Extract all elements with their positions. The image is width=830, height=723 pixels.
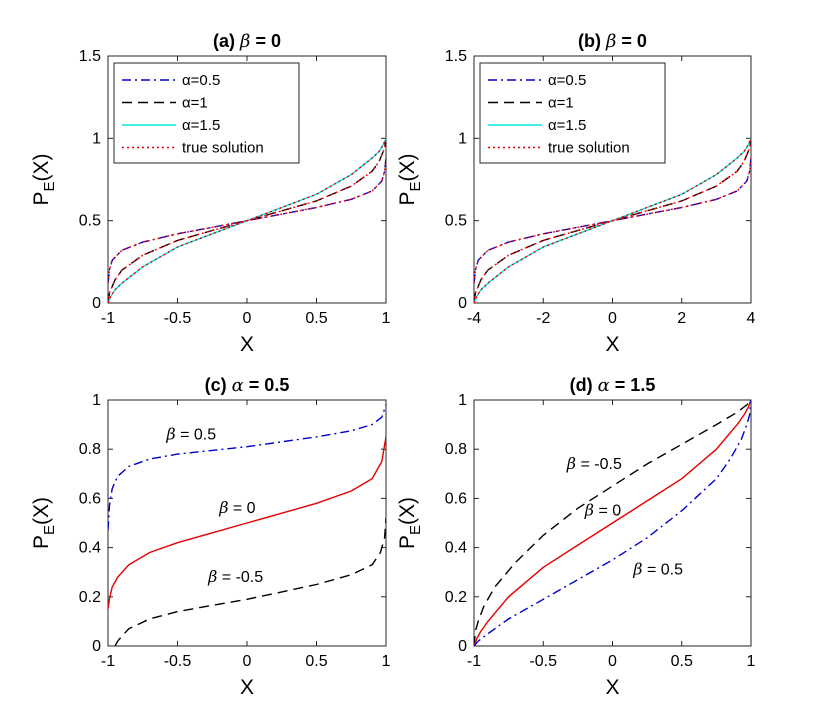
- series-line-d-1: [474, 400, 751, 646]
- y-tick-label: 0: [92, 295, 101, 312]
- y-tick-label: 1.5: [79, 48, 101, 65]
- y-tick-label: 0: [92, 638, 101, 655]
- series-line-c-2: [114, 518, 386, 646]
- panel-title: (c) α = 0.5: [205, 375, 290, 396]
- legend-label: α=1.5: [182, 117, 220, 134]
- annotation-label: β = 0: [584, 501, 621, 520]
- annotation-label: β = 0.5: [165, 424, 216, 443]
- x-axis-label: X: [240, 333, 254, 356]
- x-axis-label: X: [605, 333, 619, 356]
- series-line-c-1: [108, 436, 386, 610]
- y-axis-label: PE(X): [30, 497, 58, 549]
- x-tick-label: -0.5: [164, 310, 192, 327]
- x-axis-label: X: [605, 676, 619, 699]
- annotation-label: β = -0.5: [207, 567, 263, 586]
- legend: α=0.5 α=1 α=1.5 true solution: [479, 62, 666, 164]
- y-tick-label: 0.6: [79, 490, 101, 507]
- y-tick-label: 0.5: [445, 213, 467, 230]
- series-line-b-5: [474, 138, 751, 303]
- x-tick-label: 1: [382, 310, 391, 327]
- y-tick-label: 0: [458, 638, 467, 655]
- x-axis-label: X: [240, 676, 254, 699]
- panel-d: -1 -0.5 0 0.5 1 0 0.2 0.4 0.6 0.8 1 (d) α = 1.5 X PE(…: [396, 375, 756, 699]
- y-tick-label: 1: [92, 130, 101, 147]
- legend-label: true solution: [548, 140, 630, 157]
- annotation-label: β = 0: [218, 498, 255, 517]
- panel-title: (b) β = 0: [578, 31, 647, 52]
- y-axis-label: PE(X): [396, 497, 424, 549]
- x-tick-label: 2: [677, 310, 686, 327]
- series-line-d-0: [474, 400, 751, 646]
- legend-label: true solution: [182, 140, 264, 157]
- x-tick-label: 0.5: [305, 653, 327, 670]
- y-tick-label: 1: [458, 130, 467, 147]
- panel-c: -1 -0.5 0 0.5 1 0 0.2 0.4 0.6 0.8 1 (c) α = 0.5 X PE(…: [30, 375, 391, 699]
- x-tick-label: -0.5: [164, 653, 192, 670]
- y-tick-label: 0.2: [79, 589, 101, 606]
- series-line-a-5: [108, 138, 386, 303]
- x-tick-label: -1: [101, 653, 115, 670]
- series-line-d-2: [474, 400, 751, 646]
- panel-title: (a) β = 0: [213, 31, 281, 52]
- annotation-label: β = -0.5: [566, 454, 622, 473]
- legend: α=0.5 α=1 α=1.5 true solution: [113, 62, 300, 164]
- y-axis-label: PE(X): [396, 153, 424, 205]
- y-tick-label: 0: [458, 295, 467, 312]
- panel-b: -4 -2 0 2 400.511.5(b) β = 0XPE(X)α=0.5α=1α=…: [396, 31, 756, 356]
- y-tick-label: 0.6: [445, 490, 467, 507]
- y-tick-label: 0.4: [79, 540, 101, 557]
- x-tick-label: 0.5: [671, 653, 693, 670]
- series-group: [108, 138, 386, 303]
- legend-label: α=1: [548, 95, 574, 112]
- y-tick-label: 0.8: [79, 441, 101, 458]
- series-group: [108, 404, 386, 646]
- series-line-c-0: [108, 404, 386, 531]
- series-group: [474, 400, 751, 646]
- legend-label: α=0.5: [548, 72, 586, 89]
- legend-label: α=1.5: [548, 117, 586, 134]
- series-line-b-3: [474, 138, 751, 303]
- legend-label: α=0.5: [182, 72, 220, 89]
- panel-a: -1 -0.5 0 0.5 100.511.5(a) β = 0XPE(X)α=0.5α…: [30, 31, 391, 356]
- x-tick-label: -1: [101, 310, 115, 327]
- x-tick-label: 0: [243, 310, 252, 327]
- y-tick-label: 0.4: [445, 540, 467, 557]
- y-tick-label: 0.5: [79, 213, 101, 230]
- y-tick-label: 0.2: [445, 589, 467, 606]
- y-tick-label: 1: [458, 392, 467, 409]
- x-tick-label: -1: [467, 653, 481, 670]
- x-tick-label: 1: [382, 653, 391, 670]
- x-tick-label: 0: [608, 310, 617, 327]
- y-tick-label: 0.8: [445, 441, 467, 458]
- y-tick-label: 1: [92, 392, 101, 409]
- x-tick-label: 4: [747, 310, 756, 327]
- legend-label: α=1: [182, 95, 208, 112]
- x-tick-label: 0: [608, 653, 617, 670]
- series-group: [474, 138, 751, 303]
- y-axis-label: PE(X): [30, 153, 58, 205]
- x-tick-label: -0.5: [529, 653, 557, 670]
- x-tick-label: -4: [467, 310, 481, 327]
- x-tick-label: 0: [243, 653, 252, 670]
- x-tick-label: 1: [747, 653, 756, 670]
- panel-title: (d) α = 1.5: [570, 375, 656, 396]
- x-tick-label: 0.5: [305, 310, 327, 327]
- x-tick-label: -2: [536, 310, 550, 327]
- y-tick-label: 1.5: [445, 48, 467, 65]
- annotation-label: β = 0.5: [632, 560, 683, 579]
